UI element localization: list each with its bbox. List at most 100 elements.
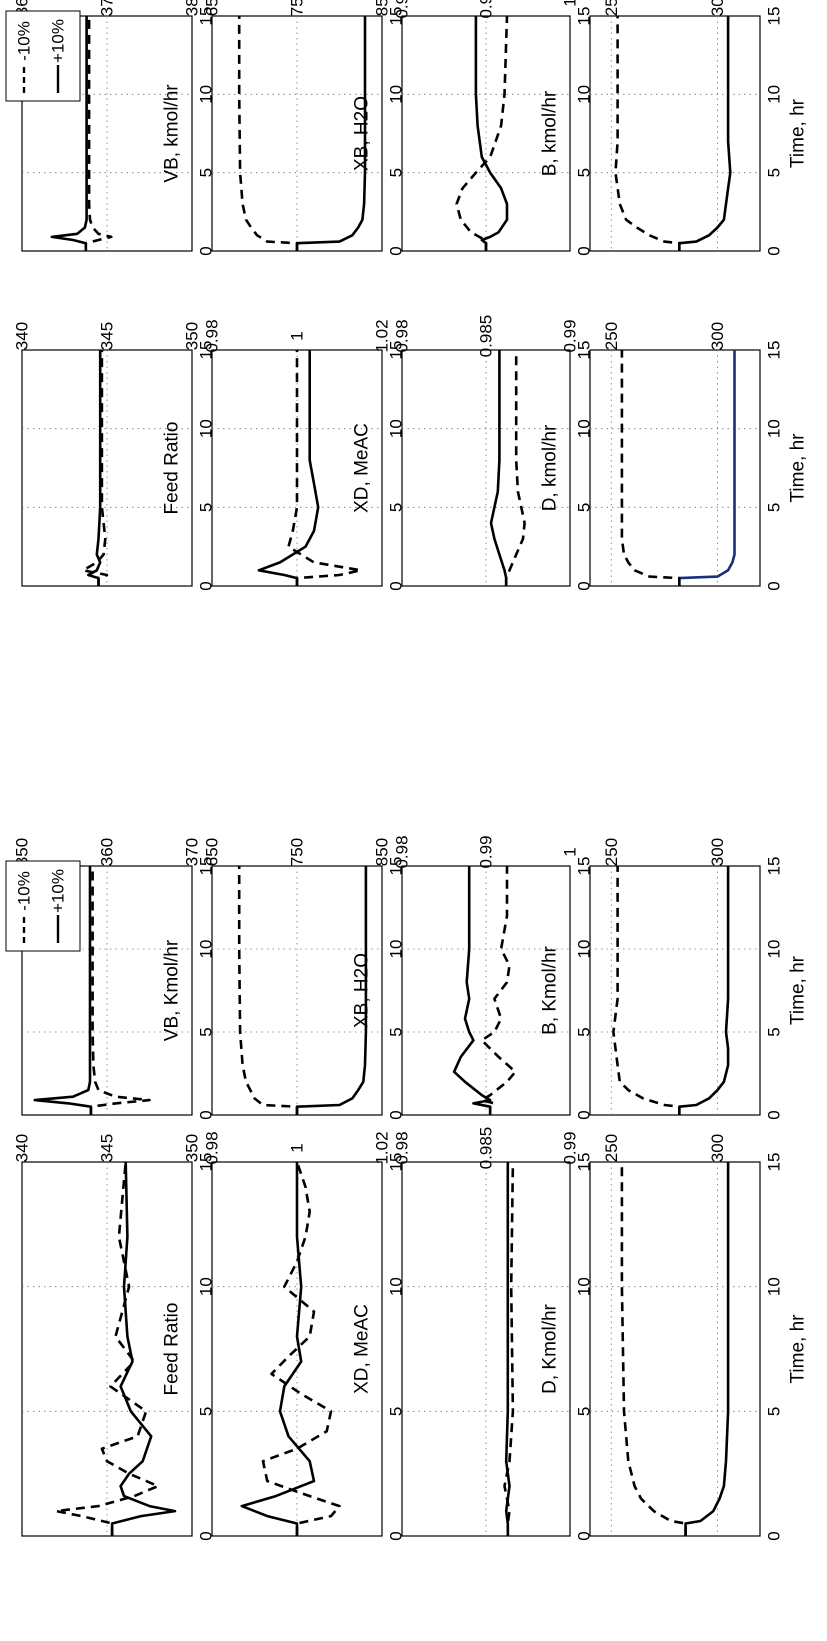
time-tick-label: 15 [575, 7, 594, 26]
time-tick-label: 15 [387, 341, 406, 360]
y-axis-label: VB, Kmol/hr [162, 939, 183, 1041]
time-tick-label: 15 [765, 341, 784, 360]
series-plus10-line [33, 866, 93, 1115]
panel-0: 051015340345350T36, K [13, 1134, 216, 1541]
time-tick-label: 0 [765, 581, 784, 590]
value-tick-label: 0.99 [561, 1131, 580, 1164]
series-minus10-line [620, 1162, 687, 1536]
time-tick-label: 15 [197, 7, 216, 26]
time-tick-label: 5 [387, 503, 406, 512]
value-tick-label: 0.99 [561, 319, 580, 352]
y-axis-label: XD, MeAC [352, 1304, 373, 1394]
time-tick-label: 0 [765, 1531, 784, 1540]
value-tick-label: 250 [602, 322, 621, 350]
panel-12: 051015360370380T42, K-10%+10% [5, 0, 216, 256]
time-tick-label: 10 [197, 1277, 216, 1296]
value-tick-label: 850 [373, 0, 392, 16]
time-tick-label: 15 [765, 857, 784, 876]
time-tick-label: 10 [765, 85, 784, 104]
value-tick-label: 1 [288, 1143, 307, 1152]
value-tick-label: 370 [98, 0, 117, 16]
time-tick-label: 10 [765, 1277, 784, 1296]
time-tick-label: 10 [765, 419, 784, 438]
series-minus10-line [261, 1161, 341, 1536]
time-tick-label: 5 [575, 1027, 594, 1036]
time-tick-label: 15 [575, 857, 594, 876]
value-tick-label: 300 [708, 322, 727, 350]
time-tick-label: 0 [387, 1110, 406, 1119]
panel-8: 051015340345350T24, K [13, 322, 216, 591]
value-tick-label: 250 [602, 838, 621, 866]
time-tick-label: 10 [575, 940, 594, 959]
series-plus10-line [110, 1161, 177, 1536]
y-axis-label: Feed Ratio [162, 1303, 183, 1396]
series-minus10-line [504, 350, 526, 586]
value-tick-label: 345 [98, 322, 117, 350]
time-tick-label: 15 [387, 1153, 406, 1172]
time-tick-label: 15 [197, 857, 216, 876]
value-tick-label: 1 [561, 0, 580, 7]
value-tick-label: 340 [13, 322, 32, 350]
series-minus10-line [81, 350, 109, 586]
series-minus10-line [612, 866, 681, 1115]
y-axis-label: B, Kmol/hr [540, 945, 561, 1034]
series-plus10-line [295, 866, 368, 1115]
y-axis-label: D, Kmol/hr [540, 1303, 561, 1393]
series-plus10-line [677, 16, 732, 251]
y-axis-label: VB, kmol/hr [162, 84, 183, 183]
panel-4: 051015350360370T41, K-10%+10% [5, 838, 216, 1120]
time-tick-label: 10 [197, 940, 216, 959]
time-tick-label: 10 [387, 940, 406, 959]
value-tick-label: 750 [288, 838, 307, 866]
value-tick-label: 360 [98, 838, 117, 866]
time-tick-label: 5 [575, 503, 594, 512]
series-minus10-line [54, 1161, 160, 1536]
time-tick-label: 15 [765, 7, 784, 26]
time-tick-label: 5 [197, 503, 216, 512]
y-axis-label: XB, H2O [352, 96, 373, 171]
time-tick-label: 10 [197, 85, 216, 104]
value-tick-label: 340 [13, 1134, 32, 1162]
legend-box [5, 860, 81, 952]
series-minus10-line [287, 350, 363, 586]
y-axis-label: XB, H2O [352, 953, 373, 1028]
value-tick-label: 350 [183, 1134, 202, 1162]
value-tick-label: 0.985 [477, 315, 496, 358]
time-tick-label: 0 [575, 246, 594, 255]
time-tick-label: 15 [197, 1153, 216, 1172]
time-tick-label: 10 [387, 85, 406, 104]
time-tick-label: 0 [575, 1531, 594, 1540]
value-tick-label: 0.985 [477, 1127, 496, 1170]
time-tick-label: 5 [575, 168, 594, 177]
time-tick-label: 15 [387, 857, 406, 876]
x-axis-label: Time, hr [788, 98, 809, 168]
time-tick-label: 0 [197, 1531, 216, 1540]
series-minus10-line [620, 350, 681, 586]
x-axis-label: Time, hr [788, 955, 809, 1025]
series-minus10-line [455, 15, 509, 251]
time-tick-label: 5 [387, 168, 406, 177]
legend-box [5, 10, 81, 102]
x-axis-label: Time, hr [788, 1314, 809, 1384]
time-tick-label: 15 [575, 1153, 594, 1172]
value-tick-label: 0.98 [393, 835, 412, 868]
series-minus10-line [503, 1161, 515, 1536]
panel-frame [589, 349, 761, 587]
time-tick-label: 5 [197, 168, 216, 177]
time-tick-label: 10 [197, 419, 216, 438]
time-tick-label: 5 [765, 1027, 784, 1036]
value-tick-label: 250 [602, 1134, 621, 1162]
value-tick-label: 1.02 [373, 1131, 392, 1164]
time-tick-label: 10 [387, 419, 406, 438]
panel-frame [589, 15, 761, 252]
series-minus10-line [480, 866, 517, 1115]
time-tick-label: 5 [765, 1407, 784, 1416]
value-tick-label: 370 [183, 838, 202, 866]
